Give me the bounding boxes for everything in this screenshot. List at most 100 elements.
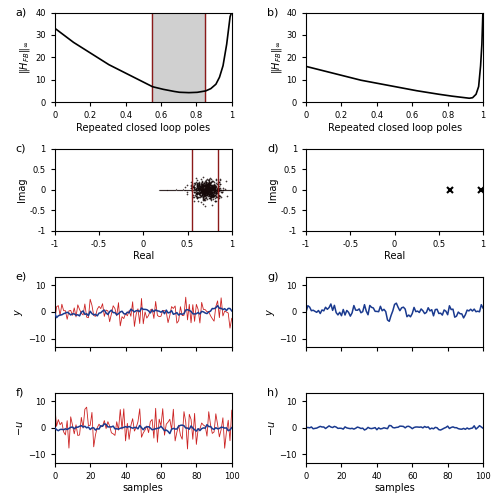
Point — [200, 188, 208, 196]
Point — [213, 187, 221, 195]
Point — [206, 189, 214, 197]
Point — [172, 186, 180, 194]
Point — [202, 182, 210, 190]
Point — [158, 186, 166, 194]
Point — [206, 184, 214, 192]
Point — [213, 184, 221, 192]
Point — [207, 187, 215, 195]
Point — [195, 184, 203, 192]
Point — [208, 201, 216, 209]
Point — [210, 190, 218, 198]
Point — [165, 186, 173, 194]
Point — [213, 180, 221, 188]
Point — [203, 189, 211, 197]
Point — [201, 202, 209, 209]
Point — [209, 184, 217, 192]
Point — [208, 177, 216, 185]
Point — [172, 186, 180, 194]
Point — [193, 193, 201, 201]
Point — [198, 186, 206, 194]
Point — [204, 180, 212, 188]
Point — [197, 192, 205, 200]
Point — [216, 186, 224, 194]
Point — [159, 186, 167, 194]
Point — [221, 186, 229, 194]
Point — [203, 192, 211, 200]
Point — [209, 184, 217, 192]
Point — [198, 182, 206, 190]
Point — [193, 182, 201, 190]
Point — [226, 186, 234, 194]
Point — [210, 186, 218, 194]
Point — [213, 189, 221, 197]
Point — [202, 188, 210, 196]
Point — [199, 186, 207, 194]
Point — [198, 180, 206, 188]
Point — [184, 186, 192, 194]
Point — [202, 186, 210, 194]
Point — [206, 186, 214, 194]
Point — [162, 186, 170, 194]
Point — [206, 194, 214, 202]
Point — [201, 185, 209, 193]
Point — [167, 186, 175, 194]
Point — [209, 186, 217, 194]
Point — [197, 182, 205, 190]
Point — [203, 180, 211, 188]
Point — [210, 188, 218, 196]
Point — [205, 178, 213, 186]
Point — [214, 180, 222, 188]
Point — [202, 184, 210, 192]
Point — [210, 187, 218, 195]
Point — [180, 186, 188, 194]
Point — [200, 191, 208, 199]
Point — [196, 188, 204, 196]
Y-axis label: Imag: Imag — [17, 178, 27, 202]
Point — [210, 186, 218, 194]
Point — [194, 194, 202, 202]
Point — [206, 183, 214, 191]
Text: d): d) — [267, 144, 279, 154]
Point — [204, 188, 212, 196]
Point — [187, 178, 195, 186]
Point — [190, 186, 198, 194]
Point — [202, 184, 210, 192]
Point — [217, 192, 225, 200]
Point — [218, 186, 226, 194]
Point — [205, 182, 213, 190]
Point — [205, 185, 213, 193]
Point — [197, 179, 205, 187]
Point — [203, 189, 211, 197]
Point — [215, 186, 223, 194]
Point — [209, 192, 217, 200]
Point — [189, 186, 197, 194]
Point — [176, 186, 184, 194]
Point — [199, 188, 207, 196]
Y-axis label: $y$: $y$ — [13, 308, 25, 316]
Point — [199, 186, 207, 194]
Point — [181, 186, 189, 194]
Point — [195, 182, 203, 190]
Point — [179, 186, 187, 194]
Point — [204, 184, 212, 192]
Point — [206, 186, 214, 194]
Point — [195, 189, 203, 197]
Point — [197, 180, 205, 188]
Point — [183, 190, 191, 198]
Point — [207, 188, 215, 196]
Point — [204, 186, 212, 194]
Point — [202, 178, 210, 186]
Point — [212, 176, 220, 184]
Point — [192, 184, 200, 192]
Point — [205, 184, 213, 192]
Point — [189, 182, 197, 190]
Point — [201, 184, 209, 192]
Point — [195, 184, 203, 192]
Point — [202, 186, 210, 194]
Point — [208, 181, 216, 189]
Point — [200, 179, 208, 187]
Point — [205, 180, 213, 188]
Point — [208, 181, 216, 189]
Point — [203, 185, 211, 193]
Point — [204, 182, 212, 190]
